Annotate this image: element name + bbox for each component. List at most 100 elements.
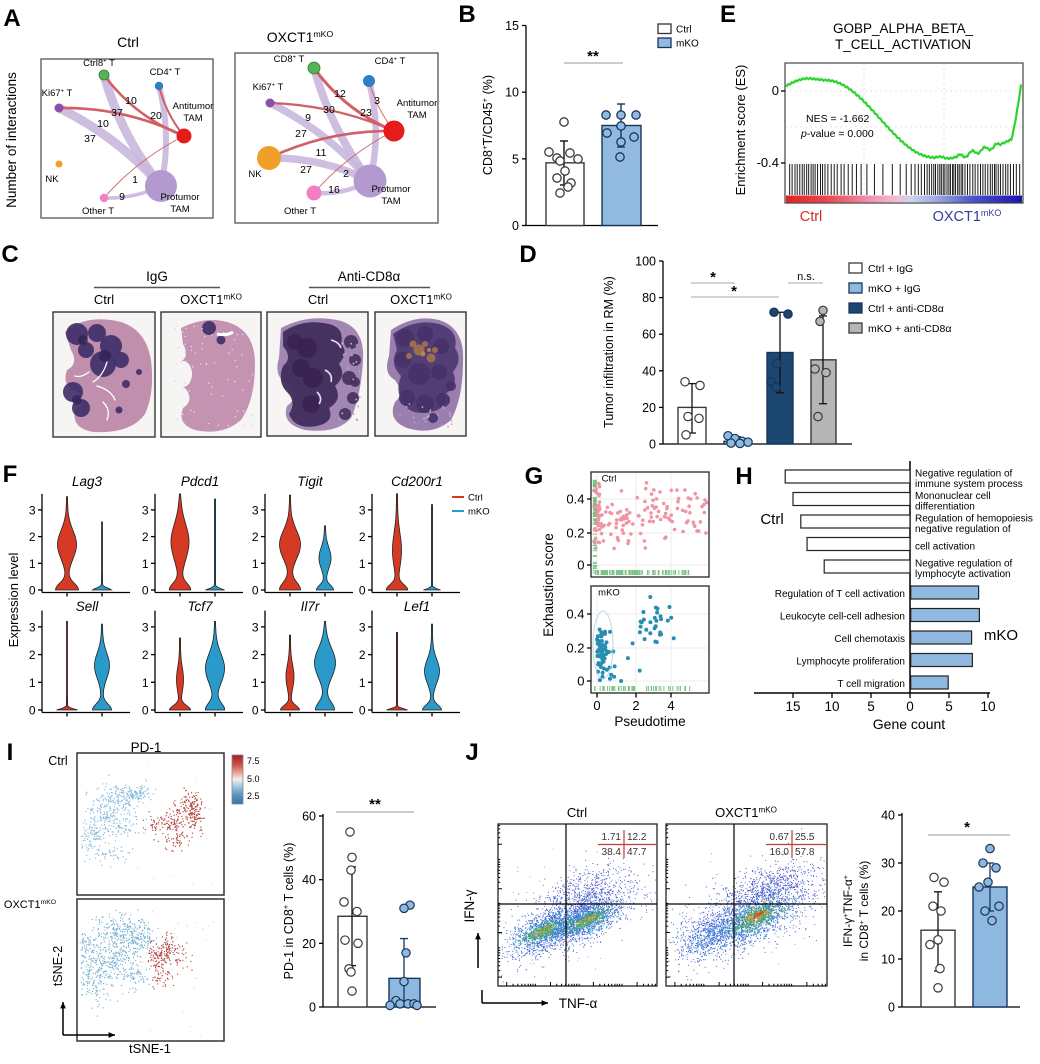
- svg-text:Other T: Other T: [82, 206, 114, 217]
- svg-text:Ctrl: Ctrl: [760, 511, 783, 528]
- svg-text:1: 1: [29, 676, 36, 690]
- svg-text:Il7r: Il7r: [301, 599, 320, 614]
- svg-text:Pseudotime: Pseudotime: [614, 714, 685, 729]
- svg-text:*: *: [964, 819, 970, 836]
- svg-text:40: 40: [302, 873, 316, 887]
- svg-text:mKO: mKO: [676, 39, 699, 50]
- svg-text:Tumor infiltration in RM (%): Tumor infiltration in RM (%): [602, 276, 616, 428]
- svg-text:in CD8+ T cells (%): in CD8+ T cells (%): [857, 861, 871, 962]
- svg-text:0: 0: [359, 584, 366, 598]
- svg-text:Lef1: Lef1: [404, 599, 430, 614]
- svg-text:immune system process: immune system process: [915, 479, 1023, 490]
- svg-text:Antitumor: Antitumor: [173, 101, 214, 112]
- svg-text:Ctrl: Ctrl: [602, 474, 617, 485]
- svg-text:Expression level: Expression level: [6, 553, 21, 648]
- svg-text:Lymphocyte proliferation: Lymphocyte proliferation: [796, 657, 905, 668]
- svg-text:NES = -1.662: NES = -1.662: [806, 113, 869, 125]
- svg-text:mKO: mKO: [468, 507, 490, 518]
- svg-text:30: 30: [323, 104, 335, 116]
- svg-text:Ctrl + anti-CD8α: Ctrl + anti-CD8α: [868, 303, 944, 315]
- svg-text:mKO + IgG: mKO + IgG: [868, 283, 921, 295]
- svg-text:1: 1: [359, 676, 366, 690]
- svg-text:Anti-CD8α: Anti-CD8α: [338, 269, 401, 284]
- svg-text:E: E: [720, 1, 736, 28]
- svg-text:30: 30: [881, 857, 895, 871]
- svg-text:TAM: TAM: [170, 204, 189, 215]
- svg-text:2: 2: [359, 648, 366, 662]
- svg-text:Other T: Other T: [284, 206, 316, 217]
- svg-text:PD-1 in CD8+ T cells (%): PD-1 in CD8+ T cells (%): [282, 843, 296, 980]
- svg-text:*: *: [731, 283, 737, 300]
- svg-text:1: 1: [142, 676, 149, 690]
- svg-text:Ctrl: Ctrl: [308, 292, 328, 307]
- svg-text:3: 3: [142, 503, 149, 517]
- svg-text:2: 2: [29, 648, 36, 662]
- svg-text:4: 4: [667, 698, 674, 713]
- svg-text:60: 60: [302, 810, 316, 824]
- svg-text:TAM: TAM: [407, 110, 426, 121]
- svg-text:mKO: mKO: [598, 588, 620, 599]
- svg-text:10: 10: [980, 699, 995, 714]
- svg-text:Ctrl: Ctrl: [94, 292, 114, 307]
- svg-text:1: 1: [142, 557, 149, 571]
- svg-text:0.2: 0.2: [566, 526, 584, 541]
- svg-text:Gene count: Gene count: [873, 716, 945, 732]
- svg-text:C: C: [1, 241, 18, 268]
- svg-text:3: 3: [252, 620, 259, 634]
- svg-text:5: 5: [945, 699, 953, 714]
- svg-text:40: 40: [881, 809, 895, 823]
- svg-text:G: G: [525, 463, 544, 490]
- svg-text:0: 0: [309, 1001, 316, 1015]
- svg-text:47.7: 47.7: [627, 847, 647, 858]
- svg-text:Enrichment score (ES): Enrichment score (ES): [733, 65, 748, 196]
- svg-text:tSNE-1: tSNE-1: [129, 1041, 171, 1056]
- svg-text:38.4: 38.4: [602, 847, 622, 858]
- svg-text:Negative regulation of: Negative regulation of: [915, 469, 1013, 480]
- svg-text:37: 37: [84, 133, 96, 145]
- svg-text:2: 2: [343, 168, 349, 180]
- svg-text:0: 0: [577, 674, 584, 689]
- svg-text:Lag3: Lag3: [72, 474, 103, 489]
- svg-text:25.5: 25.5: [795, 832, 815, 843]
- svg-text:Ctrl: Ctrl: [567, 805, 587, 820]
- svg-text:2: 2: [142, 530, 149, 544]
- svg-text:H: H: [735, 463, 752, 490]
- svg-text:0: 0: [142, 704, 149, 718]
- svg-text:cell activation: cell activation: [915, 542, 975, 553]
- svg-text:20: 20: [881, 905, 895, 919]
- svg-text:0: 0: [252, 584, 259, 598]
- svg-text:NK: NK: [45, 174, 59, 185]
- svg-text:1.71: 1.71: [602, 832, 622, 843]
- svg-text:0.4: 0.4: [566, 492, 584, 507]
- svg-text:0.4: 0.4: [566, 607, 584, 622]
- svg-text:Cell chemotaxis: Cell chemotaxis: [834, 634, 905, 645]
- svg-text:100: 100: [635, 255, 656, 269]
- svg-text:0: 0: [252, 704, 259, 718]
- svg-text:2.5: 2.5: [247, 791, 260, 801]
- svg-text:37: 37: [111, 107, 123, 119]
- svg-text:CD8+ T: CD8+ T: [274, 54, 305, 65]
- svg-text:20: 20: [302, 937, 316, 951]
- svg-text:1: 1: [359, 557, 366, 571]
- svg-text:**: **: [587, 48, 599, 65]
- svg-text:Protumor: Protumor: [160, 192, 199, 203]
- svg-text:GOBP_ALPHA_BETA_: GOBP_ALPHA_BETA_: [833, 21, 974, 36]
- svg-text:negative regulation of: negative regulation of: [915, 524, 1011, 535]
- svg-text:16: 16: [328, 184, 340, 196]
- svg-text:3: 3: [359, 620, 366, 634]
- svg-text:0: 0: [772, 83, 779, 98]
- svg-text:2: 2: [252, 530, 259, 544]
- svg-text:Leukocyte cell-cell adhesion: Leukocyte cell-cell adhesion: [780, 612, 905, 623]
- svg-text:differentiation: differentiation: [915, 502, 975, 513]
- svg-text:IgG: IgG: [146, 269, 168, 284]
- svg-text:3: 3: [374, 95, 380, 107]
- svg-text:TNF-α: TNF-α: [559, 996, 598, 1011]
- svg-text:2: 2: [142, 648, 149, 662]
- svg-text:I: I: [7, 739, 14, 766]
- svg-text:10: 10: [97, 118, 109, 130]
- svg-text:5: 5: [867, 699, 875, 714]
- svg-text:1: 1: [252, 676, 259, 690]
- svg-text:5.0: 5.0: [247, 774, 260, 784]
- svg-text:10: 10: [125, 95, 137, 107]
- svg-text:20: 20: [150, 110, 162, 122]
